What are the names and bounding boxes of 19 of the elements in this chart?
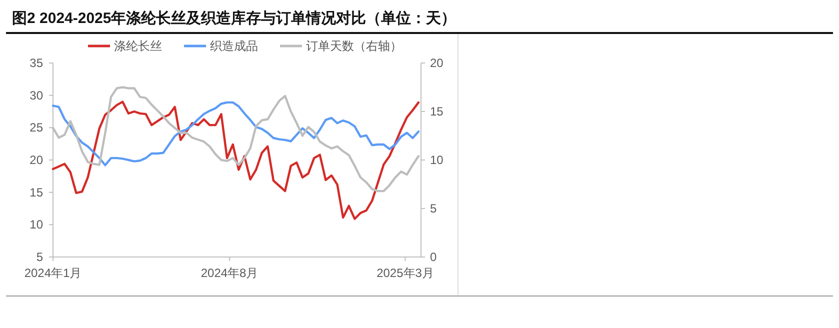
y-tick-label: 5 [36,250,44,264]
y2-tick-label: 5 [430,202,437,216]
y2-tick-label: 10 [430,153,444,167]
x-tick-label: 2024年1月 [24,266,82,280]
y-tick-label: 10 [30,218,44,232]
x-tick-label: 2024年8月 [200,266,258,280]
y2-tick-label: 0 [430,250,437,264]
legend-label: 涤纶长丝 [114,39,162,53]
y2-tick-label: 20 [430,56,444,70]
legend-label: 订单天数（右轴） [306,39,402,53]
y-tick-label: 20 [30,153,44,167]
legend-label: 织造成品 [210,39,258,53]
y-tick-label: 25 [30,120,44,135]
y2-tick-label: 15 [430,104,444,118]
y-tick-label: 30 [30,88,44,102]
y-tick-label: 15 [30,185,44,200]
y-tick-label: 35 [30,56,44,70]
x-tick-label: 2025年3月 [376,266,434,280]
chart-title: 图2 2024-2025年涤纶长丝及织造库存与订单情况对比（单位：天） [12,9,456,27]
